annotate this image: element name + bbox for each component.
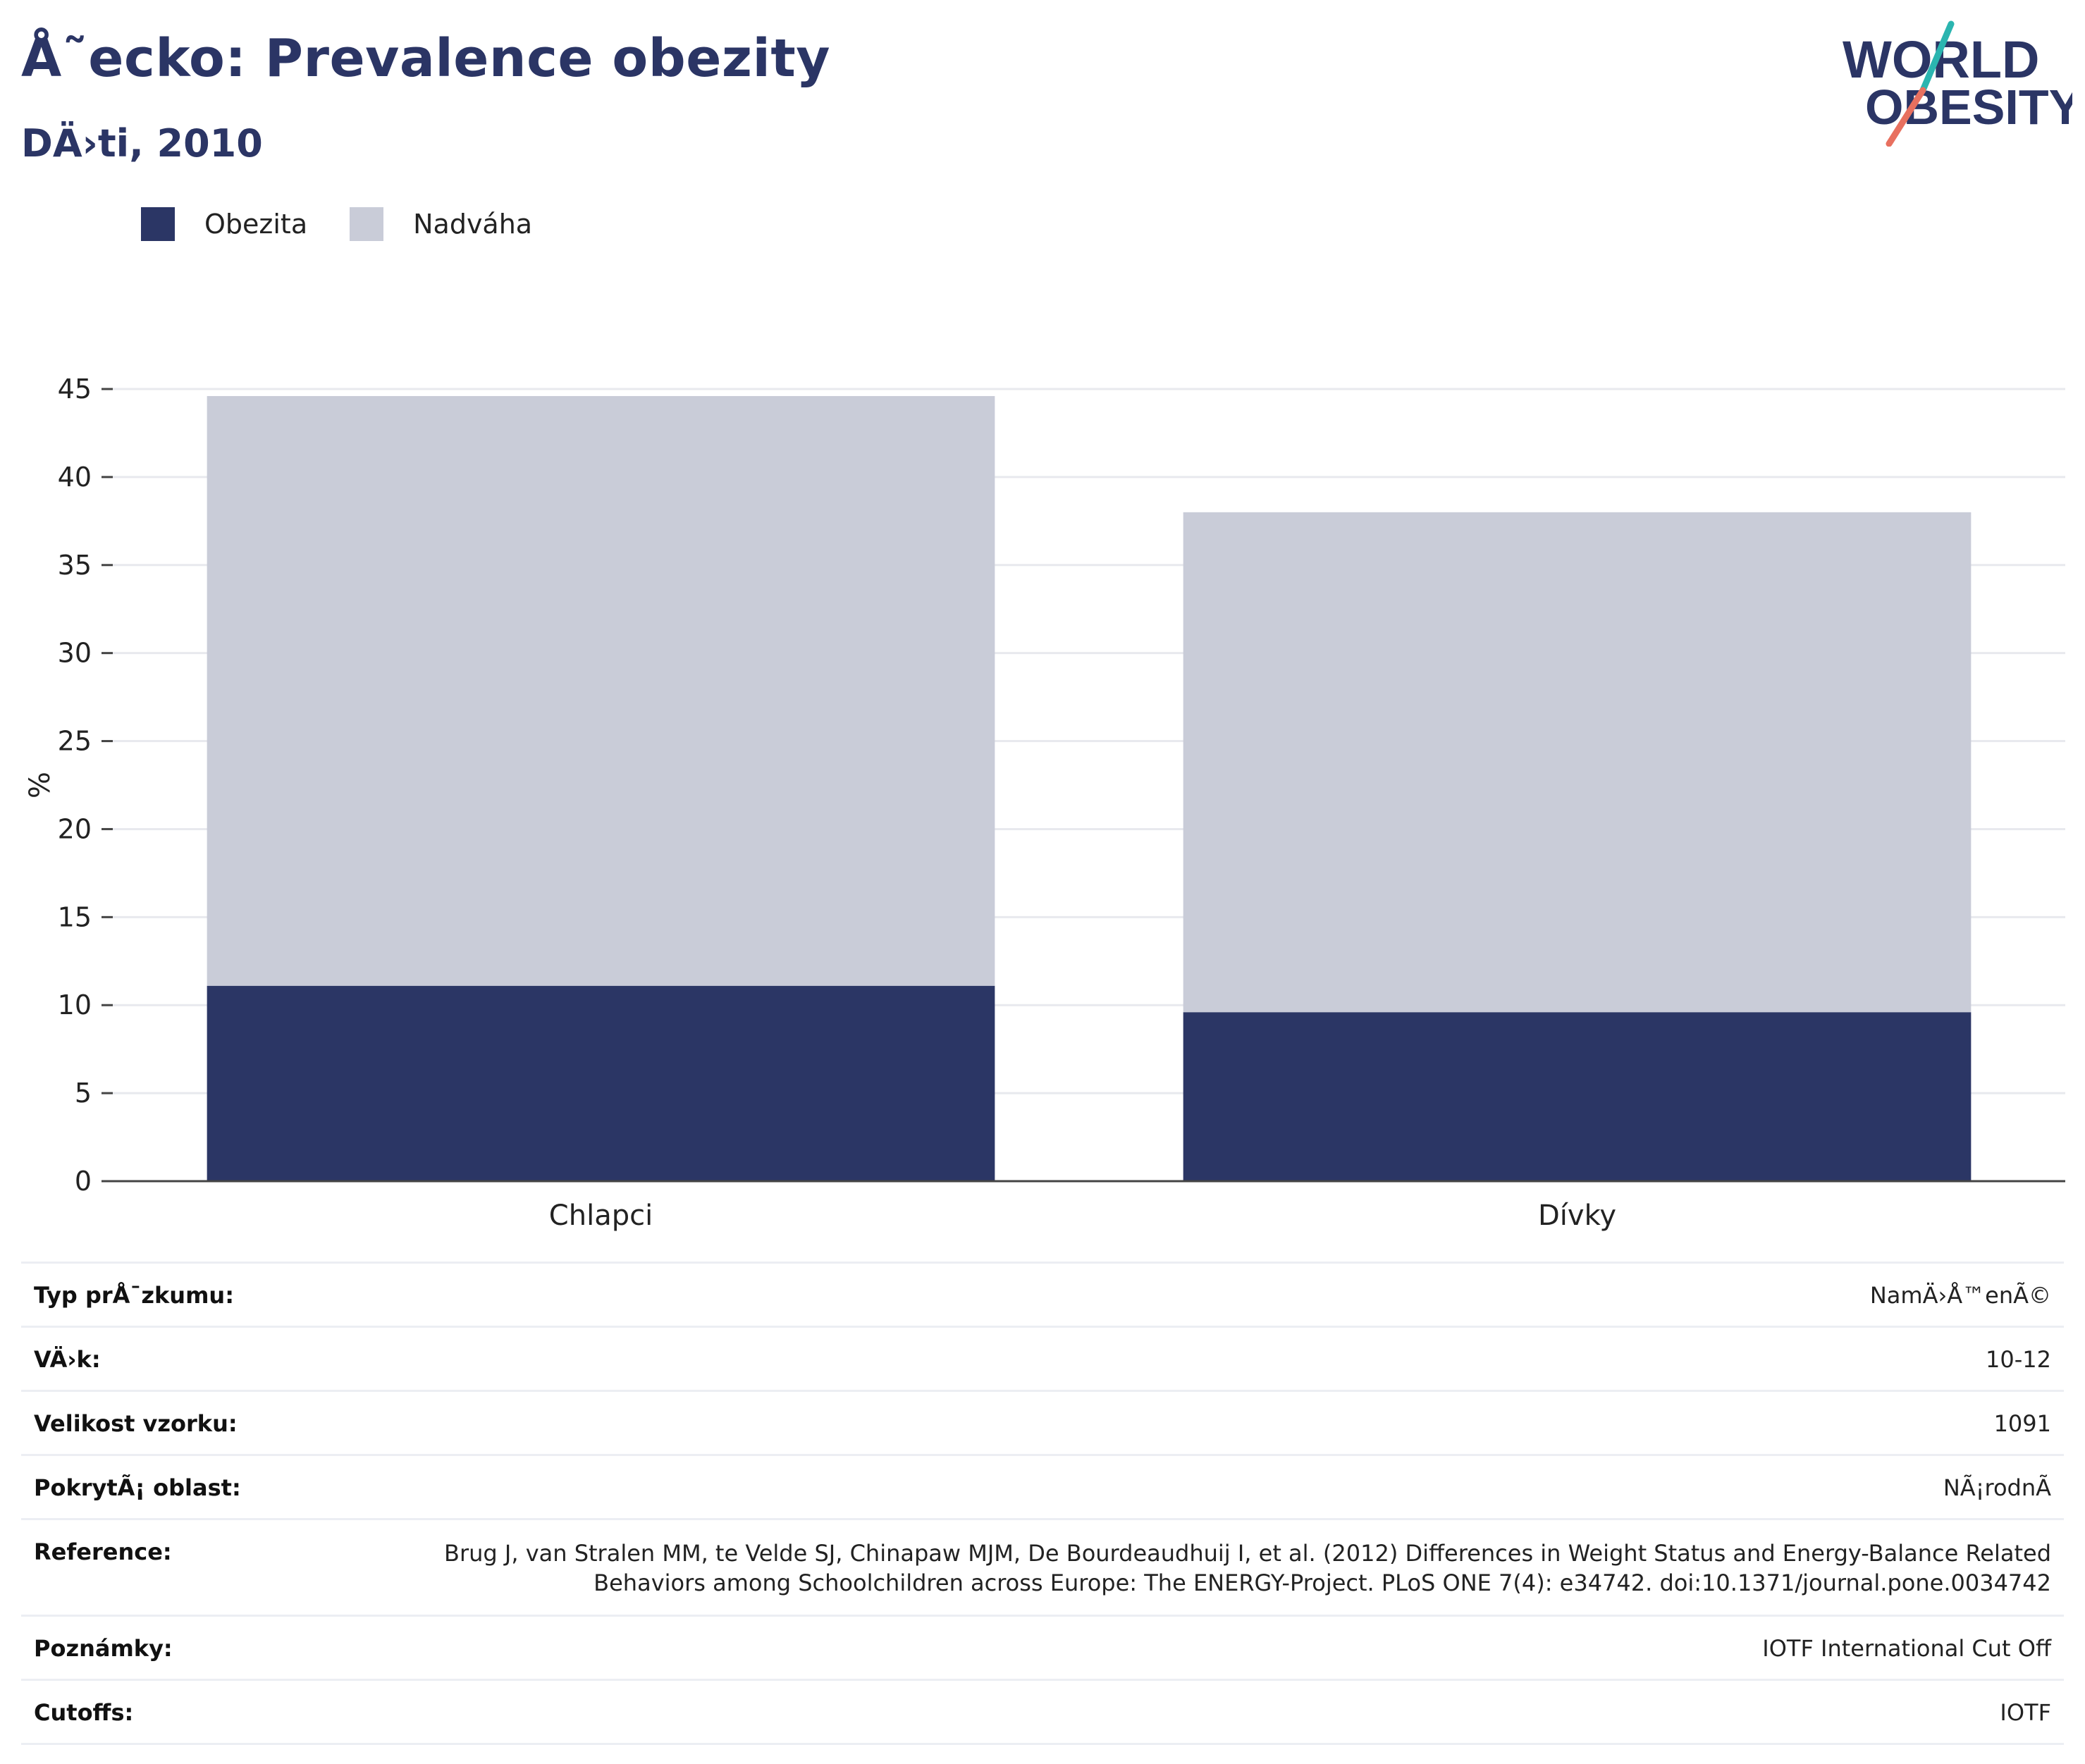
bar-obesity-0 <box>207 985 995 1181</box>
y-axis-label: % <box>24 772 56 798</box>
chart-title: Å˜ecko: Prevalence obezity <box>21 28 830 89</box>
info-label: Typ prÅ¯zkumu: <box>34 1282 234 1309</box>
bar-overweight-0 <box>207 395 995 986</box>
y-tick-label: 20 <box>58 813 92 844</box>
info-value: NamÄ›Å™enÃ© <box>1869 1282 2051 1309</box>
legend-item-obesity[interactable]: Obezita <box>141 207 307 241</box>
info-value: NÃ¡rodnÃ <box>1943 1474 2051 1501</box>
legend-swatch-overweight <box>350 207 384 241</box>
info-value: 10-12 <box>1986 1346 2051 1373</box>
y-tick-label: 0 <box>75 1166 92 1197</box>
y-tick-label: 25 <box>58 726 92 757</box>
x-tick-label: Chlapci <box>549 1199 653 1232</box>
y-tick-label: 30 <box>58 638 92 669</box>
info-row: Velikost vzorku: 1091 <box>21 1390 2064 1454</box>
info-row: Typ prÅ¯zkumu: NamÄ›Å™enÃ© <box>21 1262 2064 1326</box>
logo-slash-teal <box>1919 20 1955 94</box>
y-tick-label: 35 <box>58 550 92 581</box>
legend: Obezita Nadváha <box>141 207 574 241</box>
info-value: 1091 <box>1993 1410 2051 1437</box>
legend-label-obesity: Obezita <box>204 209 308 240</box>
info-row: Reference: Brug J, van Stralen MM, te Vel… <box>21 1518 2064 1615</box>
info-label: PokrytÃ¡ oblast: <box>34 1474 241 1501</box>
info-row: VÄ›k: 10-12 <box>21 1326 2064 1390</box>
bar-overweight-1 <box>1183 512 1972 1013</box>
bar-obesity-1 <box>1183 1012 1972 1181</box>
logo-text-obesity: OBESITY <box>1865 80 2072 135</box>
info-label: Poznámky: <box>34 1635 173 1662</box>
legend-item-overweight[interactable]: Nadváha <box>350 207 532 241</box>
y-tick-label: 10 <box>58 989 92 1020</box>
stacked-bar-chart: 0 5 10 15 20 25 30 35 40 45% Chlapci Dívky <box>24 374 2065 1232</box>
info-label: Reference: <box>34 1538 172 1565</box>
y-tick-label: 40 <box>58 462 92 493</box>
legend-swatch-obesity <box>141 207 175 241</box>
x-tick-label: Dívky <box>1538 1199 1616 1232</box>
info-label: Velikost vzorku: <box>34 1410 238 1437</box>
y-tick-label: 15 <box>58 901 92 932</box>
info-value: IOTF <box>2000 1699 2051 1726</box>
y-tick-label: 45 <box>58 374 92 405</box>
chart-subtitle: DÄ›ti, 2010 <box>21 121 263 166</box>
survey-info-table: Typ prÅ¯zkumu: NamÄ›Å™enÃ© VÄ›k: 10-12 Velik… <box>21 1262 2064 1745</box>
info-row: PokrytÃ¡ oblast: NÃ¡rodnÃ <box>21 1454 2064 1518</box>
logo-slash-coral <box>1886 87 1926 147</box>
info-label: Cutoffs: <box>34 1699 134 1726</box>
world-obesity-logo: WORLD OBESITY <box>1843 20 2072 147</box>
info-row: Cutoffs: IOTF <box>21 1679 2064 1745</box>
info-label: VÄ›k: <box>34 1346 101 1373</box>
info-value: IOTF International Cut Off <box>1762 1635 2051 1662</box>
legend-label-overweight: Nadváha <box>413 209 533 240</box>
info-row: Poznámky: IOTF International Cut Off <box>21 1615 2064 1679</box>
info-value: Brug J, van Stralen MM, te Velde SJ, Chi… <box>444 1540 2051 1596</box>
y-tick-label: 5 <box>75 1078 92 1109</box>
